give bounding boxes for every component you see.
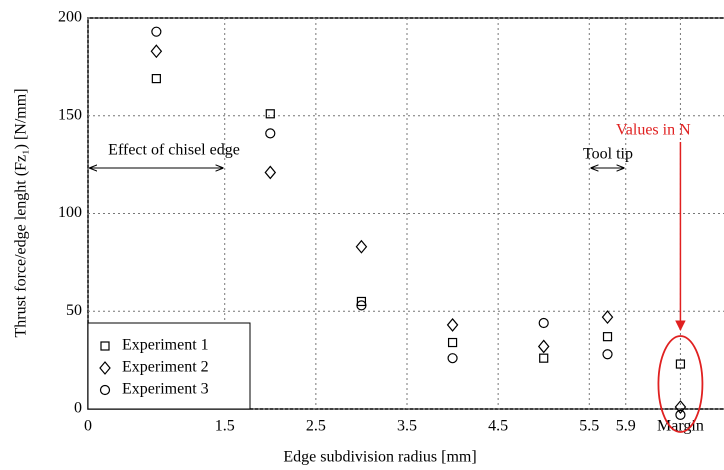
- point: [355, 239, 368, 254]
- point: [151, 26, 162, 37]
- highlight-ellipse: [657, 335, 704, 433]
- point: [446, 317, 459, 332]
- y-tick-label: 200: [58, 9, 82, 26]
- x-tick-label: 1.5: [215, 418, 235, 435]
- point: [150, 44, 163, 59]
- legend-label: Experiment 2: [122, 359, 209, 376]
- legend: [87, 322, 251, 410]
- y-tick-label: 150: [58, 106, 82, 123]
- x-tick-label: 0: [84, 418, 92, 435]
- legend-marker: [99, 361, 111, 375]
- point: [265, 109, 275, 119]
- legend-label: Experiment 3: [122, 381, 209, 398]
- point: [264, 165, 277, 180]
- x-tick-label: 2.5: [306, 418, 326, 435]
- x-tick-label: 5.9: [616, 418, 636, 435]
- point: [675, 409, 686, 420]
- point: [675, 359, 686, 369]
- point: [356, 296, 367, 307]
- x-tick-label: 3.5: [397, 418, 417, 435]
- x-tick-label: 4.5: [488, 418, 508, 435]
- y-axis-label: Thrust force/edge lenght (Fz₁) [N/mm]: [13, 88, 30, 337]
- point: [447, 337, 458, 348]
- point: [674, 400, 687, 414]
- y-tick-label: 50: [66, 302, 82, 319]
- x-axis-label: Edge subdivision radius [mm]: [283, 449, 476, 466]
- x-tick-label: Margin: [657, 418, 704, 435]
- annotation: Tool tip: [583, 146, 633, 163]
- point: [537, 339, 550, 354]
- legend-label: Experiment 1: [122, 337, 209, 354]
- point: [265, 128, 276, 139]
- point: [151, 74, 161, 84]
- annotation: Values in N: [616, 122, 691, 139]
- y-tick-label: 0: [74, 400, 82, 417]
- point: [539, 353, 549, 363]
- point: [356, 300, 367, 311]
- x-tick-label: 5.5: [579, 418, 599, 435]
- point: [601, 310, 614, 325]
- point: [447, 353, 458, 364]
- annotation: Effect of chisel edge: [108, 142, 240, 159]
- legend-marker: [100, 341, 110, 351]
- legend-marker: [99, 384, 111, 396]
- point: [602, 349, 613, 360]
- y-tick-label: 100: [58, 204, 82, 221]
- point: [602, 332, 613, 342]
- point: [538, 317, 549, 329]
